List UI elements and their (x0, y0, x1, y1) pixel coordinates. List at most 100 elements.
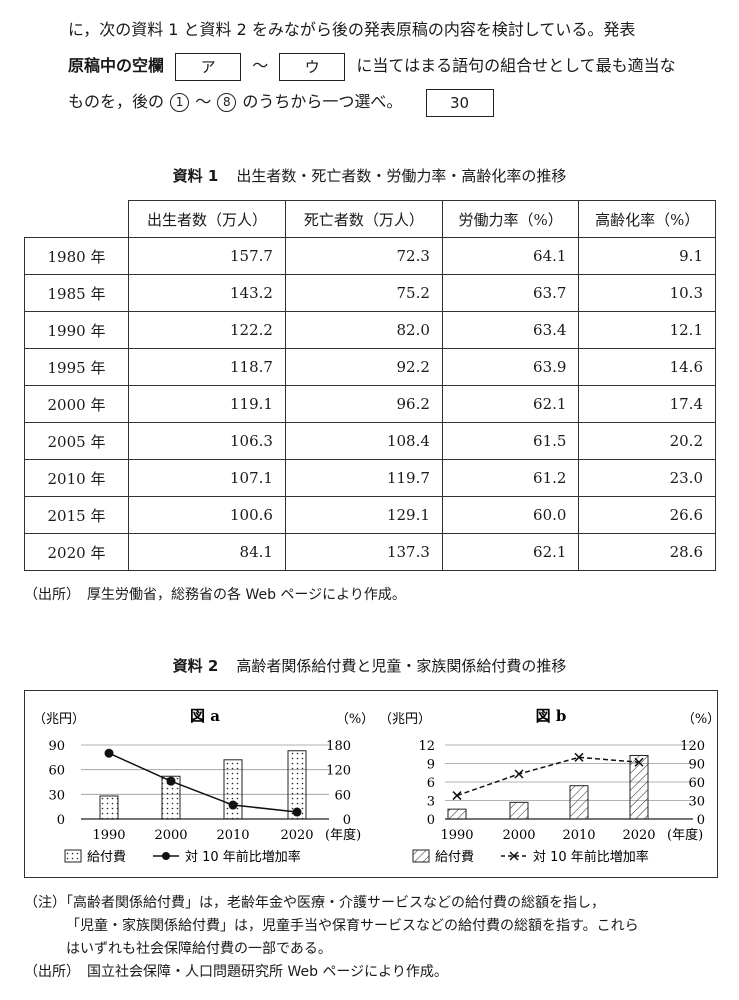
cell-births: 119.1 (128, 385, 286, 423)
row-year: 2015 年 (24, 496, 129, 534)
cell-deaths: 129.1 (284, 496, 443, 534)
cell-aging: 26.6 (578, 496, 716, 534)
chart-a-legend-line-marker (162, 852, 170, 860)
chart-a-rate-line (108, 752, 298, 813)
row-year: 2010 年 (24, 459, 129, 497)
material1-title-text: 出生者数・死亡者数・労働力率・高齢化率の推移 (236, 167, 567, 185)
col-header-labor: 労働力率（%） (441, 200, 580, 238)
cell-deaths: 119.7 (284, 459, 443, 497)
chart-a-right-tick: 0 (343, 813, 351, 828)
chart-b-x-label: 2010 (562, 828, 595, 843)
material2-figure-box: 図 a （兆円） （%） 0 30 60 90 0 60 120 180 1990 2000 2010 20… (24, 690, 718, 878)
cell-aging: 20.2 (578, 422, 716, 460)
chart-a-bar (99, 795, 119, 820)
chart-a-legend-bar-swatch (64, 849, 82, 863)
cell-deaths: 82.0 (284, 311, 443, 349)
chart-a-legend-bar-label: 給付費 (87, 850, 126, 865)
chart-a-right-tick: 120 (326, 764, 351, 779)
cell-deaths: 96.2 (284, 385, 443, 423)
material2-source: （出所） 国立社会保障・人口問題研究所 Web ページにより作成。 (24, 964, 448, 980)
col-header-aging: 高齢化率（%） (578, 200, 716, 238)
material2-title: 資料 2 高齢者関係給付費と児童・家族関係給付費の推移 (0, 655, 739, 676)
cell-labor: 60.0 (441, 496, 580, 534)
chart-a-rate-point (104, 748, 114, 758)
material2-note: （注）「高齢者関係給付費」は，老齢年金や医療・介護サービスなどの給付費の総額を指… (24, 892, 724, 984)
chart-b-bar (629, 754, 649, 820)
chart-a-x-label: 2020 (280, 828, 313, 843)
prompt-text-1: に，次の資料 1 と資料 2 をみながら後の発表原稿の内容を検討している。発表 (68, 20, 636, 39)
chart-a-right-tick: 60 (334, 788, 351, 803)
chart-a-rate-point (292, 807, 302, 817)
cell-labor: 61.5 (441, 422, 580, 460)
chart-b-rate-line (456, 756, 640, 797)
table-header-row: 出生者数（万人） 死亡者数（万人） 労働力率（%） 高齢化率（%） (24, 200, 716, 238)
answer-number-box[interactable]: 30 (425, 88, 494, 117)
table-row: 1980 年 157.7 72.3 64.1 9.1 (24, 237, 716, 275)
note-line-3: はいずれも社会保障給付費の一部である。 (66, 941, 332, 957)
tilde: ～ (252, 56, 269, 75)
cell-deaths: 108.4 (284, 422, 443, 460)
chart-b-rate-point (514, 769, 524, 779)
cell-aging: 10.3 (578, 274, 716, 312)
cell-aging: 12.1 (578, 311, 716, 349)
row-year: 1995 年 (24, 348, 129, 386)
prompt-text-3a: ものを，後の (68, 92, 165, 111)
chart-a-bar (161, 775, 181, 820)
chart-b-legend-line-label: 対 10 年前比増加率 (533, 849, 649, 865)
chart-b-x-label: 2000 (502, 828, 535, 843)
cell-births: 107.1 (128, 459, 286, 497)
chart-a-title: 図 a (190, 707, 220, 725)
row-year: 2005 年 (24, 422, 129, 460)
cell-births: 157.7 (128, 237, 286, 275)
chart-a-x-label: 2010 (216, 828, 249, 843)
cell-aging: 9.1 (578, 237, 716, 275)
prompt-text-3b: のうちから一つ選べ。 (242, 92, 403, 111)
range-tilde: ～ (195, 92, 212, 111)
chart-a-legend-line-label: 対 10 年前比増加率 (185, 849, 301, 865)
chart-b-left-unit: （兆円） (379, 712, 431, 727)
chart-b-legend-bar-label: 給付費 (435, 850, 474, 865)
prompt-line-1: に，次の資料 1 と資料 2 をみながら後の発表原稿の内容を検討している。発表 (68, 12, 728, 48)
note-line-2: 「児童・家族関係給付費」は，児童手当や保育サービスなどの給付費の総額を指す。これ… (66, 918, 639, 934)
chart-a-left-tick: 60 (48, 764, 65, 779)
table-row: 2000 年 119.1 96.2 62.1 17.4 (24, 385, 716, 423)
table-row: 1995 年 118.7 92.2 63.9 14.6 (24, 348, 716, 386)
cell-aging: 28.6 (578, 533, 716, 571)
chart-b-right-tick: 30 (688, 795, 705, 810)
chart-b-right-tick: 90 (688, 758, 705, 773)
chart-b-left-tick: 6 (427, 776, 435, 791)
cell-labor: 63.4 (441, 311, 580, 349)
table-corner (24, 200, 129, 238)
material2-label: 資料 2 (172, 657, 219, 675)
chart-b-rate-point (452, 791, 462, 801)
cell-births: 106.3 (128, 422, 286, 460)
table-row: 2020 年 84.1 137.3 62.1 28.6 (24, 533, 716, 571)
chart-b-left-tick: 3 (427, 795, 435, 810)
table-row: 1985 年 143.2 75.2 63.7 10.3 (24, 274, 716, 312)
col-header-deaths: 死亡者数（万人） (284, 200, 443, 238)
cell-labor: 64.1 (441, 237, 580, 275)
chart-a-rate-point (228, 800, 238, 810)
prompt-line-2: 原稿中の空欄 ア ～ ウ に当てはまる語句の組合せとして最も適当な (68, 48, 728, 84)
cell-deaths: 75.2 (284, 274, 443, 312)
cell-deaths: 72.3 (284, 237, 443, 275)
prompt-line-3: ものを，後の 1 ～ 8 のうちから一つ選べ。 30 (68, 84, 728, 120)
cell-deaths: 137.3 (284, 533, 443, 571)
chart-b-right-unit: （%） (682, 712, 717, 727)
row-year: 1980 年 (24, 237, 129, 275)
cell-births: 118.7 (128, 348, 286, 386)
cell-births: 84.1 (128, 533, 286, 571)
cell-births: 122.2 (128, 311, 286, 349)
material1-source: （出所） 厚生労働省，総務省の各 Web ページにより作成。 (24, 587, 406, 603)
cell-births: 100.6 (128, 496, 286, 534)
blank-a-box: ア (175, 52, 242, 81)
table-row: 2010 年 107.1 119.7 61.2 23.0 (24, 459, 716, 497)
chart-a-bar (287, 750, 307, 820)
chart-b-x-label: 1990 (440, 828, 473, 843)
chart-a-right-tick: 180 (326, 739, 351, 754)
cell-deaths: 92.2 (284, 348, 443, 386)
question-prompt: に，次の資料 1 と資料 2 をみながら後の発表原稿の内容を検討している。発表 … (68, 12, 728, 120)
chart-b-title: 図 b (536, 707, 567, 725)
prompt-text-2b: に当てはまる語句の組合せとして最も適当な (356, 56, 676, 75)
